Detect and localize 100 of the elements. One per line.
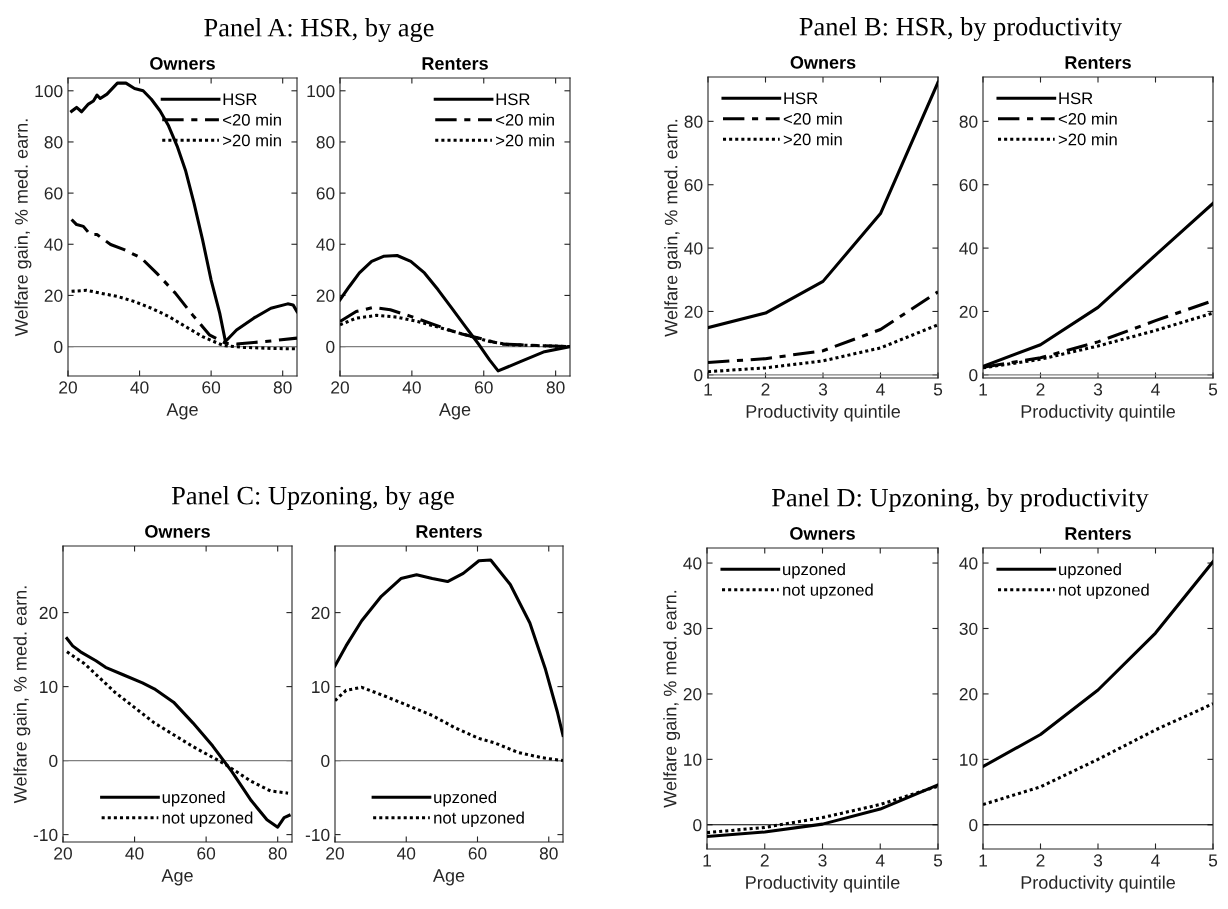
chart-title: Owners: [790, 56, 856, 69]
y-tick-label: 0: [54, 340, 63, 354]
y-tick-label: 80: [959, 115, 978, 128]
x-axis-title: Age: [432, 869, 465, 886]
legend-label: >20 min: [496, 134, 554, 147]
legend-label: <20 min: [223, 113, 281, 126]
x-axis-title: Productivity quintile: [1021, 404, 1175, 422]
x-tick-label: 3: [1093, 854, 1103, 867]
x-tick-label: 80: [268, 847, 287, 860]
y-tick-label: 0: [49, 754, 58, 768]
legend-label: >20 min: [223, 134, 281, 147]
x-tick-label: 80: [546, 381, 565, 394]
y-tick-label: 80: [44, 136, 63, 149]
x-tick-label: 40: [125, 847, 144, 860]
x-axis-title: Age: [438, 403, 471, 420]
x-tick-label: 1: [704, 383, 712, 396]
y-tick-label: 40: [959, 242, 978, 255]
y-tick-label: 60: [959, 178, 978, 192]
chart-title: Renters: [416, 525, 482, 538]
y-tick-label: 100: [35, 84, 63, 98]
legend-label: upzoned: [783, 563, 845, 579]
chart-subtitle: Panel B: HSR, by productivity: [799, 17, 1123, 41]
x-tick-label: 4: [1151, 854, 1160, 867]
y-axis-title: Welfare gain, % med. earn.: [664, 119, 682, 337]
chart-subtitle: Panel D: Upzoning, by productivity: [772, 488, 1149, 512]
x-tick-label: 3: [818, 854, 827, 867]
y-tick-label: 20: [311, 606, 330, 620]
y-tick-label: 40: [959, 557, 978, 570]
x-tick-label: 40: [396, 847, 416, 860]
x-tick-label: 2: [1036, 854, 1045, 867]
legend-label: not upzoned: [1059, 583, 1149, 600]
legend-label: upzoned: [162, 790, 225, 807]
y-tick-label: 10: [960, 753, 978, 766]
y-tick-label: 40: [316, 238, 335, 251]
x-axis-title: Age: [166, 403, 198, 420]
legend-label: <20 min: [783, 112, 842, 125]
x-tick-label: 2: [761, 383, 770, 396]
y-tick-label: 0: [693, 818, 702, 832]
x-tick-label: 40: [402, 381, 421, 394]
x-tick-label: 1: [703, 854, 711, 867]
x-tick-label: 40: [130, 381, 149, 394]
y-tick-label: 80: [316, 136, 335, 149]
y-tick-label: 30: [959, 622, 978, 635]
x-axis-title: Productivity quintile: [1021, 875, 1175, 893]
y-tick-label: 80: [684, 115, 703, 128]
legend-label: <20 min: [496, 113, 554, 126]
legend-label: HSR: [496, 93, 530, 106]
legend-label: >20 min: [783, 133, 842, 146]
legend-label: upzoned: [1059, 563, 1121, 579]
x-tick-label: 60: [468, 847, 487, 860]
y-tick-label: 0: [326, 340, 335, 354]
x-axis-title: Age: [161, 869, 193, 886]
x-tick-label: 5: [933, 383, 943, 396]
y-tick-label: 60: [44, 187, 63, 200]
y-tick-label: 20: [959, 688, 978, 701]
y-tick-label: 30: [683, 622, 702, 635]
y-tick-label: 10: [684, 753, 702, 766]
y-tick-label: 20: [44, 289, 63, 302]
legend-label: HSR: [1059, 92, 1093, 105]
x-tick-label: 4: [876, 383, 885, 396]
x-tick-label: 5: [1208, 383, 1218, 396]
x-tick-label: 80: [273, 381, 292, 394]
y-tick-label: 0: [694, 369, 703, 382]
x-tick-label: 3: [818, 383, 828, 396]
x-tick-label: 3: [1093, 383, 1103, 396]
y-axis-title: Welfare gain, % med. earn.: [13, 586, 31, 804]
x-tick-label: 1: [979, 383, 987, 396]
x-tick-label: 2: [760, 854, 769, 867]
legend-label: not upzoned: [783, 583, 873, 600]
x-tick-label: 20: [331, 381, 349, 394]
chart-subtitle: Panel C: Upzoning, by age: [171, 486, 454, 510]
y-tick-label: -10: [305, 828, 330, 842]
y-tick-label: 60: [684, 178, 703, 192]
y-tick-label: 0: [969, 818, 978, 832]
legend-label: HSR: [784, 92, 818, 105]
chart-title: Renters: [1065, 527, 1131, 540]
y-tick-label: 20: [683, 688, 702, 701]
x-tick-label: 5: [933, 854, 943, 867]
x-tick-label: 60: [474, 381, 493, 394]
chart-title: Renters: [422, 57, 488, 70]
y-tick-label: 20: [39, 606, 58, 620]
y-tick-label: 60: [316, 187, 335, 200]
y-tick-label: 40: [683, 557, 702, 570]
x-tick-label: 80: [539, 847, 558, 860]
y-tick-label: 10: [40, 680, 58, 694]
legend-label: not upzoned: [162, 811, 253, 827]
legend-label: HSR: [223, 93, 257, 106]
y-tick-label: 20: [959, 305, 978, 318]
x-tick-label: 20: [59, 381, 77, 394]
chart-title: Owners: [790, 527, 855, 540]
y-tick-label: 10: [312, 680, 330, 694]
y-tick-label: 0: [969, 369, 978, 382]
legend-label: >20 min: [1058, 133, 1117, 146]
legend-label: not upzoned: [434, 811, 524, 827]
x-tick-label: 4: [875, 854, 885, 867]
y-tick-label: 40: [44, 238, 63, 251]
legend-label: upzoned: [434, 790, 496, 807]
x-axis-title: Productivity quintile: [746, 404, 900, 422]
x-tick-label: 60: [197, 847, 216, 860]
x-tick-label: 5: [1208, 854, 1218, 867]
